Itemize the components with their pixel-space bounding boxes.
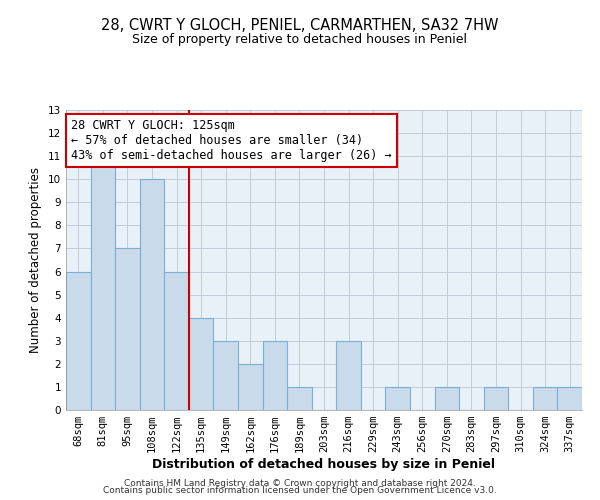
- Bar: [557, 387, 582, 410]
- Text: 28 CWRT Y GLOCH: 125sqm
← 57% of detached houses are smaller (34)
43% of semi-de: 28 CWRT Y GLOCH: 125sqm ← 57% of detache…: [71, 119, 392, 162]
- Text: Contains HM Land Registry data © Crown copyright and database right 2024.: Contains HM Land Registry data © Crown c…: [124, 478, 476, 488]
- Bar: [115, 248, 140, 410]
- Bar: [287, 387, 312, 410]
- Bar: [385, 387, 410, 410]
- Bar: [164, 272, 189, 410]
- Bar: [263, 341, 287, 410]
- Bar: [434, 387, 459, 410]
- Text: 28, CWRT Y GLOCH, PENIEL, CARMARTHEN, SA32 7HW: 28, CWRT Y GLOCH, PENIEL, CARMARTHEN, SA…: [101, 18, 499, 32]
- Bar: [533, 387, 557, 410]
- Bar: [66, 272, 91, 410]
- X-axis label: Distribution of detached houses by size in Peniel: Distribution of detached houses by size …: [152, 458, 496, 471]
- Bar: [140, 179, 164, 410]
- Y-axis label: Number of detached properties: Number of detached properties: [29, 167, 43, 353]
- Text: Size of property relative to detached houses in Peniel: Size of property relative to detached ho…: [133, 32, 467, 46]
- Bar: [238, 364, 263, 410]
- Bar: [336, 341, 361, 410]
- Bar: [91, 156, 115, 410]
- Bar: [189, 318, 214, 410]
- Bar: [214, 341, 238, 410]
- Bar: [484, 387, 508, 410]
- Text: Contains public sector information licensed under the Open Government Licence v3: Contains public sector information licen…: [103, 486, 497, 495]
